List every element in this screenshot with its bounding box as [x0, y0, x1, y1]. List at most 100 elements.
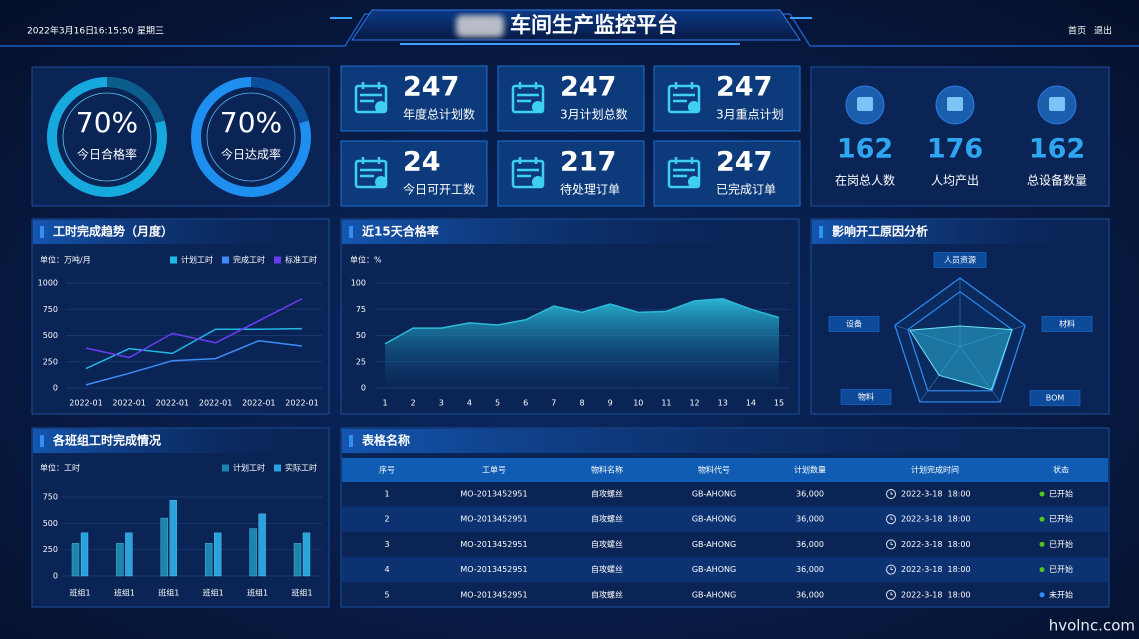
x-tick-label: 2022-01 [242, 399, 275, 408]
table-cell: GB-AHONG [692, 590, 736, 599]
stat-icon [532, 101, 544, 113]
panel-title-bar [812, 220, 1108, 244]
y-tick-label: 75 [356, 305, 366, 314]
stat-value: 247 [716, 147, 772, 178]
x-tick-label: 9 [608, 399, 613, 408]
x-tick-label: 1 [382, 399, 387, 408]
x-tick-label: 11 [661, 399, 671, 408]
stat-value: 24 [403, 147, 441, 178]
panel-title-bar [342, 220, 798, 244]
table-cell: 5 [384, 590, 389, 599]
clock-icon [886, 539, 896, 550]
people-icon [1049, 97, 1065, 111]
table-cell: 自攻螺丝 [591, 589, 623, 599]
table-header: 工单号 [482, 465, 506, 475]
stat-label: 已完成订单 [716, 182, 776, 197]
y-tick-label: 0 [53, 572, 58, 581]
team-panel [31, 427, 330, 608]
panel-title: 表格名称 [361, 433, 410, 448]
panel-title: 工时完成趋势（月度） [53, 224, 173, 239]
panel-title-bar [33, 220, 328, 244]
panel-title-marker [349, 226, 353, 238]
table-header: 计划数量 [794, 465, 826, 475]
status-dot [1039, 567, 1045, 573]
table-header: 状态 [1053, 465, 1069, 475]
stat-icon [360, 157, 382, 178]
legend-label: 计划工时 [233, 463, 265, 473]
weekday: 星期三 [137, 26, 164, 37]
trend-panel [31, 218, 330, 415]
watermark: hvolnc.com [1049, 617, 1135, 635]
y-tick-label: 50 [356, 331, 366, 340]
radar-label-box [828, 316, 880, 332]
stat-value: 247 [560, 72, 616, 103]
legend-label: 实际工时 [285, 463, 317, 473]
table-cell: MO-2013452951 [460, 515, 527, 524]
unit-label: 单位：万吨/月 [40, 255, 91, 265]
x-tick-label: 班组1 [158, 588, 179, 598]
table-cell: 自攻螺丝 [591, 514, 623, 524]
x-tick-label: 2022-01 [112, 399, 145, 408]
bar [249, 528, 257, 577]
table-header-bg [342, 458, 1108, 482]
x-tick-label: 2022-01 [285, 399, 318, 408]
bar [80, 532, 89, 577]
stat-card [497, 140, 645, 207]
stat-icon [517, 82, 539, 103]
clock-icon [886, 489, 896, 499]
panel-title-marker [40, 226, 44, 238]
bar [169, 499, 178, 577]
table-cell: 已开始 [1049, 564, 1073, 574]
clock-icon [886, 514, 896, 525]
stat-icon [688, 176, 700, 188]
status-dot [1039, 491, 1045, 497]
table-cell: 自攻螺丝 [591, 564, 623, 574]
nav-home[interactable]: 首页 [1068, 25, 1086, 37]
radar-label: 物料 [858, 392, 874, 402]
y-tick-label: 1000 [38, 279, 58, 288]
panel-title-marker [819, 226, 823, 238]
gauge-value: 70% [76, 106, 138, 139]
table-header: 序号 [379, 465, 395, 475]
table-cell: 2022-3-18 18:00 [901, 540, 971, 549]
table-cell: GB-AHONG [692, 565, 736, 574]
line-series [85, 327, 303, 370]
table-cell: 36,000 [796, 490, 824, 499]
legend-swatch [170, 256, 177, 264]
stat-card [340, 140, 488, 207]
area-fill [385, 298, 779, 388]
panel-title-marker [40, 435, 44, 447]
stat-card [497, 65, 645, 132]
gauge-name: 今日合格率 [77, 147, 137, 162]
table-cell: 自攻螺丝 [591, 539, 623, 549]
x-tick-label: 2022-01 [69, 399, 102, 408]
table-header: 物料代号 [698, 465, 730, 475]
panel-title-bar [342, 429, 1108, 453]
stat-card [653, 65, 801, 132]
time: 16:15:50 [93, 27, 134, 37]
x-tick-label: 2022-01 [199, 399, 232, 408]
people-value: 162 [1029, 134, 1085, 165]
radar-area [908, 325, 1013, 391]
stat-value: 247 [716, 72, 772, 103]
stat-icon [511, 84, 545, 114]
stat-value: 217 [560, 147, 616, 178]
radar-label: 设备 [846, 319, 862, 329]
x-tick-label: 4 [467, 399, 472, 408]
table-header: 计划完成时间 [911, 465, 959, 475]
table-cell: 2022-3-18 18:00 [901, 565, 971, 574]
stat-icon [354, 159, 388, 189]
gauge-value: 70% [220, 106, 282, 139]
table-cell: 3 [384, 540, 389, 549]
nav-logout[interactable]: 退出 [1094, 25, 1112, 37]
y-tick-label: 250 [43, 545, 58, 554]
bar [293, 543, 302, 577]
x-tick-label: 5 [495, 399, 500, 408]
people-icon [857, 97, 873, 111]
legend-swatch [222, 464, 229, 472]
stat-icon [688, 101, 700, 113]
clock-icon [890, 592, 893, 596]
people-icon [947, 97, 963, 111]
x-tick-label: 3 [439, 399, 444, 408]
